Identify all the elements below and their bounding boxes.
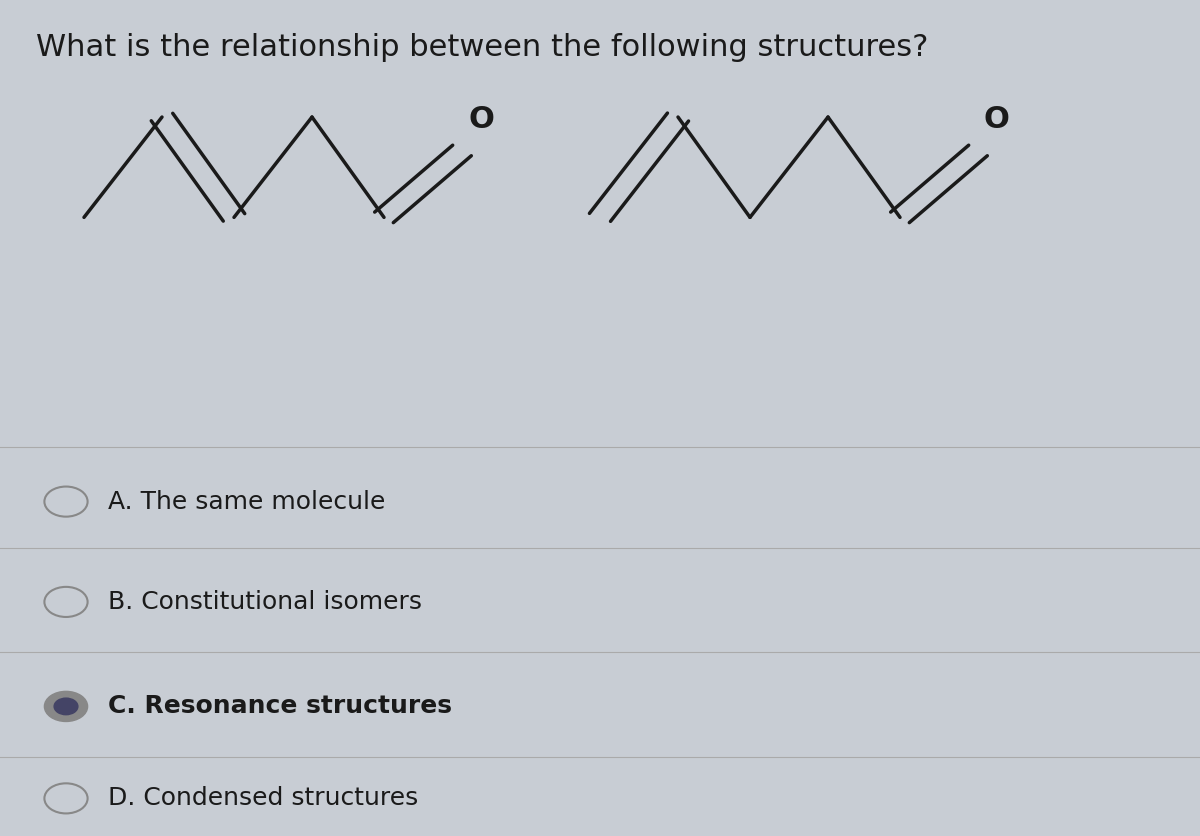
Text: D. Condensed structures: D. Condensed structures: [108, 787, 419, 810]
Text: B. Constitutional isomers: B. Constitutional isomers: [108, 590, 422, 614]
Text: What is the relationship between the following structures?: What is the relationship between the fol…: [36, 33, 929, 63]
Circle shape: [54, 698, 78, 715]
Text: O: O: [468, 104, 494, 134]
Text: O: O: [984, 104, 1010, 134]
Text: C. Resonance structures: C. Resonance structures: [108, 695, 452, 718]
Circle shape: [44, 691, 88, 721]
Text: A. The same molecule: A. The same molecule: [108, 490, 385, 513]
